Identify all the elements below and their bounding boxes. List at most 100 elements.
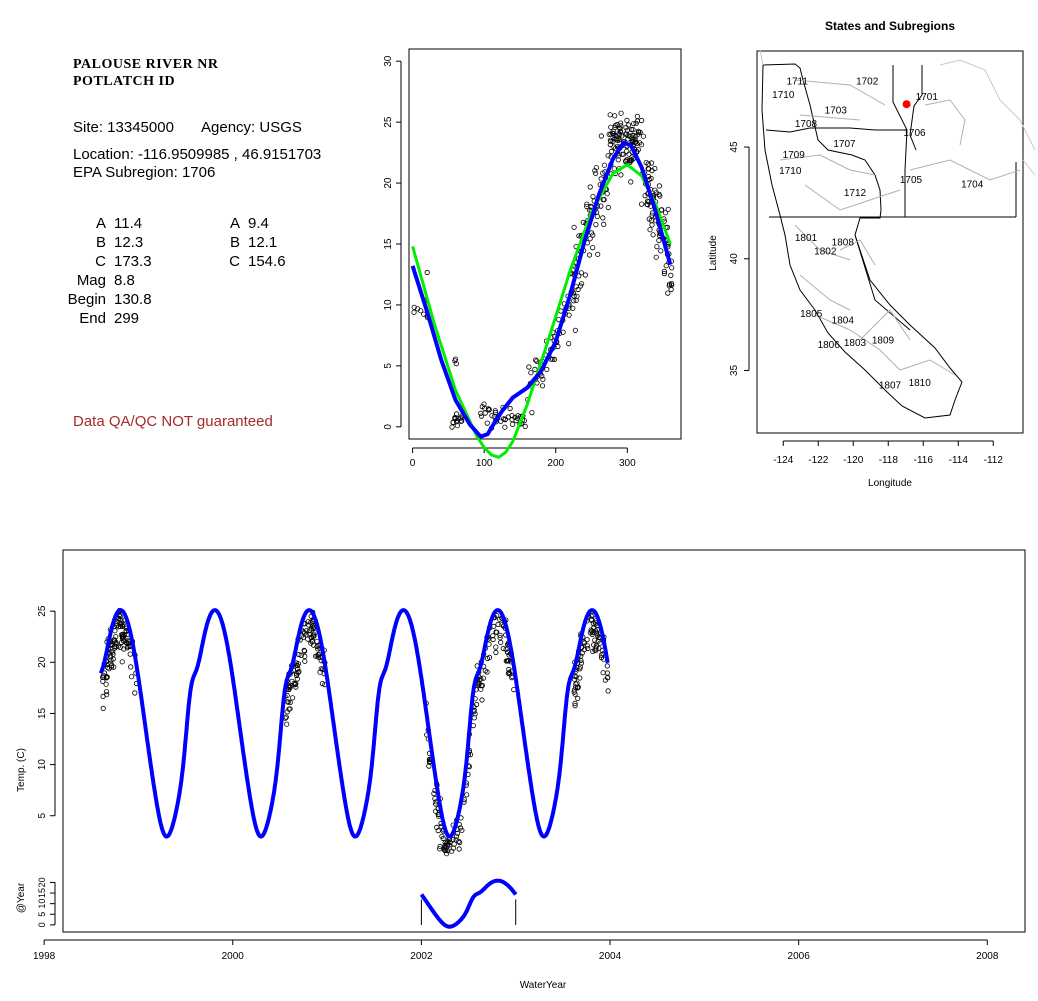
observation-point [452, 356, 459, 362]
observation-point [605, 153, 611, 159]
observation-point [604, 191, 610, 197]
annual-tick-label: 15 [37, 888, 47, 898]
subregion-label: 1702 [856, 77, 879, 88]
observation-point [617, 120, 624, 126]
observation-point [576, 233, 582, 239]
observation-point [617, 131, 623, 138]
station-name-line1: PALOUSE RIVER NR [73, 57, 219, 72]
observation-point [633, 133, 639, 140]
subregion-labels: 1711 1710 1702 1701 1703 1708 1706 1707 1709 1710… [772, 77, 984, 392]
observation-point [616, 131, 622, 137]
observation-point [658, 248, 664, 254]
disclaimer: Data QA/QC NOT guaranteed [73, 413, 273, 430]
temperature-observation [497, 632, 503, 638]
temperature-tick-label: 5 [37, 813, 48, 819]
temperature-observation [456, 846, 462, 852]
temperature-observation [604, 675, 611, 681]
temperature-observation [571, 676, 578, 682]
observation-point [628, 126, 635, 133]
temperature-observation [306, 628, 313, 634]
observation-point [665, 206, 671, 212]
parameter-label: B [95, 234, 106, 251]
temperature-observation [453, 833, 460, 839]
x-tick-label: 100 [476, 458, 493, 469]
observation-point [669, 282, 675, 288]
temperature-observation [100, 705, 106, 711]
temperature-observation [490, 633, 496, 639]
observation-point [571, 293, 577, 299]
temperature-observation [585, 645, 591, 652]
agency-label: Agency: USGS [201, 119, 302, 136]
water-year-tick-label: 2000 [222, 951, 245, 962]
observation-point [608, 131, 614, 137]
temperature-observation [319, 681, 325, 687]
observation-point [449, 424, 455, 430]
temperature-observation [289, 695, 296, 701]
parameter-row: Begin 130.8 [56, 290, 324, 309]
water-year-tick-label: 2004 [599, 951, 622, 962]
observation-point [509, 416, 515, 423]
observation-point [578, 270, 584, 276]
observation-point [540, 376, 546, 382]
site-point [902, 100, 911, 109]
x-axis: 0 100 200 300 [410, 447, 636, 469]
temperature-observation [318, 666, 324, 672]
annual-tick-label: 20 [37, 877, 47, 887]
temperature-observation [300, 634, 307, 640]
temperature-observation [443, 851, 450, 857]
parameter-value2 [244, 309, 324, 328]
observation-point [650, 232, 656, 238]
outer-boundaries [759, 49, 1036, 176]
temperature-observation [445, 841, 451, 848]
subregion-label: 1804 [832, 316, 855, 327]
state-border-idaho-east [909, 65, 923, 151]
parameter-value2 [244, 271, 324, 290]
observation-point [662, 210, 669, 216]
temperature-observation [592, 637, 598, 643]
temperature-observation [490, 636, 496, 643]
temperature-observation [571, 689, 577, 695]
subregion-label: 1707 [833, 139, 856, 150]
temperature-observation [584, 637, 590, 643]
temperature-observation [605, 688, 611, 694]
observation-point [534, 358, 540, 364]
temperature-observation [450, 845, 456, 851]
temperature-observation [294, 676, 300, 682]
parameter-row: B 12.3 B 12.1 [56, 233, 324, 252]
observation-point [645, 161, 651, 167]
subregion-label: 1711 [786, 77, 808, 88]
subregion-label: 1710 [779, 166, 802, 177]
observation-point [529, 409, 535, 416]
observation-point [623, 125, 629, 131]
observation-point [618, 110, 624, 116]
observation-point [661, 268, 667, 274]
subregion-label: 1805 [800, 309, 823, 320]
parameter-row: C 173.3 C 154.6 [56, 252, 324, 271]
subregion-label: EPA Subregion: 1706 [73, 164, 216, 181]
temperature-observation [584, 643, 591, 649]
temperature-observation [493, 649, 499, 656]
observation-point [492, 408, 498, 414]
observation-point [533, 357, 539, 363]
temperature-observation [293, 672, 300, 679]
observation-point [630, 121, 637, 127]
temperature-observation [291, 680, 297, 686]
observation-point [633, 120, 639, 127]
observation-point [601, 221, 607, 227]
temperature-observation [494, 629, 500, 635]
fit-line-green [411, 163, 672, 459]
temperature-observation [303, 628, 310, 634]
observation-point [620, 151, 627, 157]
annual-tick-label: 10 [37, 899, 47, 909]
temperature-observation [112, 645, 118, 651]
region-outlines [759, 49, 1036, 419]
temperature-observation [577, 664, 583, 670]
parameter-label2: A [229, 215, 240, 232]
observation-point [657, 193, 663, 199]
station-name: PALOUSE RIVER NR POTLATCH ID [73, 56, 218, 90]
observation-point [586, 252, 593, 258]
water-year-label: WaterYear [520, 980, 567, 991]
parameter-label2 [190, 271, 244, 290]
temperature-observation [479, 697, 485, 703]
observation-point [627, 133, 633, 140]
